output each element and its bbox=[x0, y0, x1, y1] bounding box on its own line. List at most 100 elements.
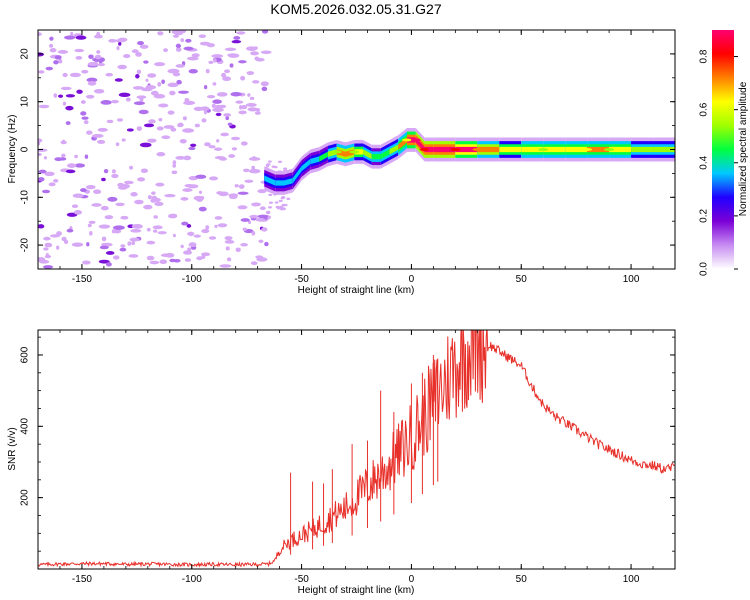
noise-blob bbox=[248, 168, 261, 174]
noise-blob bbox=[133, 101, 146, 106]
noise-blob bbox=[146, 240, 156, 245]
noise-blob bbox=[182, 128, 195, 133]
noise-blob bbox=[228, 193, 239, 198]
noise-blob bbox=[261, 227, 268, 232]
signal-band-segment bbox=[301, 158, 311, 172]
noise-blob bbox=[60, 86, 72, 91]
noise-blob bbox=[72, 193, 84, 198]
noise-blob bbox=[157, 81, 162, 87]
noise-blob bbox=[204, 142, 211, 147]
noise-blob bbox=[251, 165, 256, 171]
noise-blob bbox=[65, 94, 76, 98]
noise-blob bbox=[183, 155, 192, 161]
noise-blob bbox=[134, 199, 144, 205]
noise-blob bbox=[249, 96, 255, 101]
noise-blob bbox=[158, 103, 169, 108]
signal-band-segment bbox=[284, 177, 293, 186]
noise-blob bbox=[148, 119, 156, 124]
noise-blob bbox=[216, 191, 224, 195]
noise-blob bbox=[156, 126, 164, 131]
noise-blob bbox=[134, 86, 141, 90]
noise-blob bbox=[240, 243, 248, 247]
noise-blob bbox=[81, 116, 89, 120]
noise-blob bbox=[44, 254, 52, 259]
noise-blob bbox=[117, 37, 128, 42]
signal-hotspot bbox=[331, 150, 342, 154]
noise-blob bbox=[43, 156, 48, 160]
noise-blob bbox=[260, 50, 272, 55]
noise-blob bbox=[214, 224, 218, 229]
noise-blob bbox=[245, 103, 257, 107]
noise-blob bbox=[38, 32, 42, 36]
noise-blob bbox=[155, 182, 165, 187]
noise-blob bbox=[86, 77, 98, 83]
spectrogram-x-ticks: -150 -100 -50 0 50 100 bbox=[37, 30, 676, 285]
noise-blob bbox=[112, 225, 125, 230]
noise-blob bbox=[240, 141, 248, 146]
noise-blob bbox=[253, 46, 258, 50]
noise-blob bbox=[255, 217, 266, 222]
noise-blob bbox=[53, 93, 58, 98]
spectrogram-noise-field bbox=[38, 30, 291, 269]
noise-blob bbox=[53, 179, 59, 183]
noise-blob bbox=[246, 71, 255, 76]
noise-blob bbox=[130, 229, 142, 233]
noise-blob bbox=[219, 157, 228, 161]
noise-blob bbox=[240, 104, 248, 110]
noise-blob bbox=[49, 234, 61, 238]
signal-hotspot bbox=[340, 152, 351, 156]
colorbar: 0.0 0.2 0.4 0.6 0.8 Normalized spectral ampl… bbox=[699, 30, 749, 276]
noise-blob bbox=[86, 130, 93, 135]
noise-blob bbox=[65, 105, 74, 111]
noise-blob bbox=[198, 34, 207, 39]
snr-x-tick-label: -150 bbox=[72, 574, 92, 585]
noise-blob bbox=[206, 94, 216, 99]
noise-blob bbox=[147, 73, 157, 78]
noise-blob bbox=[71, 242, 84, 247]
noise-blob bbox=[57, 50, 69, 54]
colorbar-ticks: 0.0 0.2 0.4 0.6 0.8 bbox=[699, 49, 738, 276]
noise-blob bbox=[186, 224, 192, 228]
noise-blob bbox=[123, 54, 131, 59]
noise-blob bbox=[208, 236, 217, 240]
noise-blob bbox=[275, 205, 280, 209]
noise-blob bbox=[157, 231, 167, 235]
signal-hotspot bbox=[450, 148, 461, 151]
noise-blob bbox=[171, 213, 177, 218]
noise-blob bbox=[85, 185, 96, 190]
noise-blob bbox=[123, 180, 134, 185]
noise-blob bbox=[231, 147, 237, 151]
noise-blob bbox=[84, 154, 89, 159]
noise-blob bbox=[66, 163, 77, 168]
noise-blob bbox=[249, 214, 259, 219]
noise-blob bbox=[108, 39, 117, 43]
snr-x-label: Height of straight line (km) bbox=[298, 585, 415, 596]
noise-blob bbox=[94, 54, 102, 60]
noise-blob bbox=[163, 125, 175, 129]
colorbar-tick-label: 0.4 bbox=[699, 155, 710, 169]
noise-blob bbox=[58, 94, 64, 98]
chart-title: KOM5.2026.032.05.31.G27 bbox=[270, 1, 441, 17]
noise-blob bbox=[280, 208, 285, 211]
spectrogram-y-tick-label: 0 bbox=[20, 146, 31, 152]
noise-blob bbox=[179, 138, 187, 144]
noise-blob bbox=[58, 59, 63, 64]
noise-blob bbox=[184, 258, 192, 262]
noise-blob bbox=[247, 93, 251, 97]
noise-blob bbox=[212, 107, 224, 113]
noise-blob bbox=[44, 171, 55, 177]
noise-blob bbox=[229, 63, 234, 68]
noise-blob bbox=[117, 118, 123, 122]
signal-hotspot bbox=[402, 138, 413, 142]
snr-x-tick-label: 100 bbox=[623, 574, 640, 585]
noise-blob bbox=[88, 54, 94, 60]
noise-blob bbox=[43, 247, 49, 251]
noise-blob bbox=[221, 72, 227, 78]
noise-blob bbox=[85, 94, 95, 99]
noise-blob bbox=[201, 229, 210, 234]
noise-blob bbox=[254, 111, 261, 115]
noise-blob bbox=[140, 168, 149, 174]
noise-blob bbox=[212, 99, 222, 104]
noise-blob bbox=[38, 169, 47, 174]
